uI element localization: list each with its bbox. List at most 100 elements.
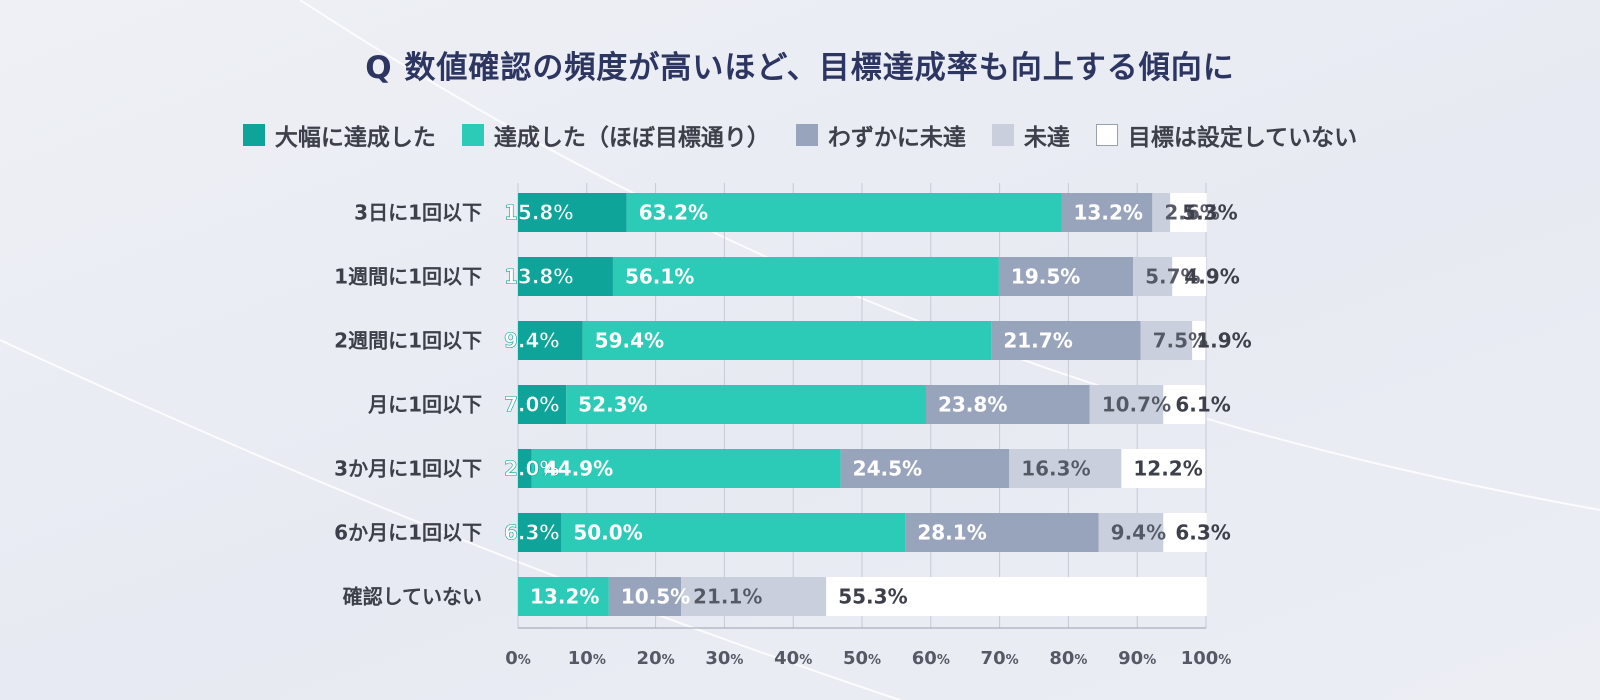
value-label: 9.4% <box>1111 521 1166 545</box>
value-label: 21.7% <box>1003 329 1072 353</box>
bar-segment <box>1098 513 1164 552</box>
category-label: 3か月に1回以下 <box>334 457 482 481</box>
bar-segment <box>1163 385 1206 424</box>
bar-segment <box>840 449 1010 488</box>
value-label: 5.7% <box>1145 265 1200 289</box>
legend-item-1: 達成した（ほぼ目標通り） <box>461 118 770 152</box>
value-label: 10.5% <box>621 585 690 609</box>
value-label: 2.6% <box>1164 201 1219 225</box>
bar-segment <box>1089 385 1164 424</box>
value-label: 6.3% <box>1175 521 1230 545</box>
legend-swatch-1 <box>461 124 484 146</box>
bar-segment <box>531 449 841 488</box>
value-label: 21.1% <box>693 585 762 609</box>
x-tick-label: 40% <box>774 648 812 669</box>
bar-segment <box>1133 257 1173 296</box>
value-label: 50.0% <box>573 521 642 545</box>
bar-segment <box>518 449 532 488</box>
value-label: 63.2% <box>639 201 708 225</box>
bar-segment <box>612 257 999 296</box>
bar-segment <box>991 321 1141 360</box>
legend-label-4: 目標は設定していない <box>1127 125 1358 151</box>
value-label: 56.1% <box>625 265 694 289</box>
bar-segment <box>561 513 906 552</box>
bar-segment <box>518 193 627 232</box>
bar-segment <box>1140 321 1193 360</box>
bar-segment <box>518 385 567 424</box>
value-label: 2.0% <box>504 457 559 481</box>
legend-label-3: 未達 <box>1023 125 1070 151</box>
bar-segment <box>1152 193 1171 232</box>
x-tick-label: 30% <box>705 648 743 669</box>
category-label: 2週間に1回以下 <box>334 329 482 353</box>
value-label: 5.3% <box>1182 201 1237 225</box>
bar-segment <box>905 513 1099 552</box>
value-label: 13.2% <box>1074 201 1143 225</box>
bar-segment <box>1061 193 1153 232</box>
value-label: 13.2% <box>530 585 599 609</box>
legend-item-3: 未達 <box>991 118 1070 152</box>
bar-segment <box>518 577 609 616</box>
value-label: 12.2% <box>1133 457 1202 481</box>
value-label: 28.1% <box>917 521 986 545</box>
bar-segment <box>518 257 613 296</box>
value-label: 24.5% <box>853 457 922 481</box>
bar-segment <box>925 385 1090 424</box>
category-label: 1週間に1回以下 <box>334 265 482 289</box>
value-label: 15.8% <box>504 201 573 225</box>
category-label: 月に1回以下 <box>367 393 482 417</box>
value-label: 59.4% <box>595 329 664 353</box>
x-tick-label: 100% <box>1181 648 1232 669</box>
legend-swatch-4 <box>1095 124 1118 146</box>
bar-segment <box>608 577 682 616</box>
value-label: 44.9% <box>544 457 613 481</box>
legend-label-0: 大幅に達成した <box>274 125 436 151</box>
bar-segment <box>518 513 562 552</box>
value-label: 10.7% <box>1102 393 1171 417</box>
legend-swatch-2 <box>795 124 818 146</box>
category-label: 確認していない <box>343 585 482 609</box>
value-label: 16.3% <box>1021 457 1090 481</box>
legend-label-1: 達成した（ほぼ目標通り） <box>493 125 770 151</box>
value-label: 19.5% <box>1011 265 1080 289</box>
value-label: 23.8% <box>938 393 1007 417</box>
value-label: 4.9% <box>1184 265 1239 289</box>
value-label: 55.3% <box>838 585 907 609</box>
value-label: 1.9% <box>1196 329 1251 353</box>
bar-segment <box>1121 449 1206 488</box>
value-label: 7.5% <box>1153 329 1208 353</box>
x-tick-label: 80% <box>1049 648 1087 669</box>
category-label: 6か月に1回以下 <box>334 521 482 545</box>
bar-segment <box>1170 193 1207 232</box>
bar-segment <box>518 321 583 360</box>
legend-label-2: わずかに未達 <box>827 125 966 151</box>
bar-segment <box>1172 257 1206 296</box>
bar-segment <box>626 193 1062 232</box>
x-tick-label: 70% <box>981 648 1019 669</box>
x-tick-label: 20% <box>637 648 675 669</box>
x-tick-label: 90% <box>1118 648 1156 669</box>
value-label: 6.1% <box>1175 393 1230 417</box>
value-label: 7.0% <box>504 393 559 417</box>
bar-segment <box>1009 449 1122 488</box>
category-label: 3日に1回以下 <box>354 201 482 225</box>
legend: 大幅に達成した 達成した（ほぼ目標通り） わずかに未達 未達 目標は設定していな… <box>0 118 1600 152</box>
x-tick-label: 60% <box>912 648 950 669</box>
chart-title: Q 数値確認の頻度が高いほど、目標達成率も向上する傾向に <box>365 50 1235 86</box>
x-tick-label: 10% <box>568 648 606 669</box>
bar-segment <box>826 577 1207 616</box>
bar-segment <box>681 577 827 616</box>
x-tick-label: 0% <box>505 648 531 669</box>
bar-segment <box>998 257 1134 296</box>
bar-segment <box>1192 321 1206 360</box>
value-label: 13.8% <box>504 265 573 289</box>
bar-segment <box>566 385 926 424</box>
legend-swatch-0 <box>242 124 265 146</box>
x-tick-label: 50% <box>843 648 881 669</box>
value-label: 52.3% <box>578 393 647 417</box>
bar-segment <box>1163 513 1207 552</box>
legend-item-4: 目標は設定していない <box>1095 118 1358 152</box>
value-label: 6.3% <box>504 521 559 545</box>
